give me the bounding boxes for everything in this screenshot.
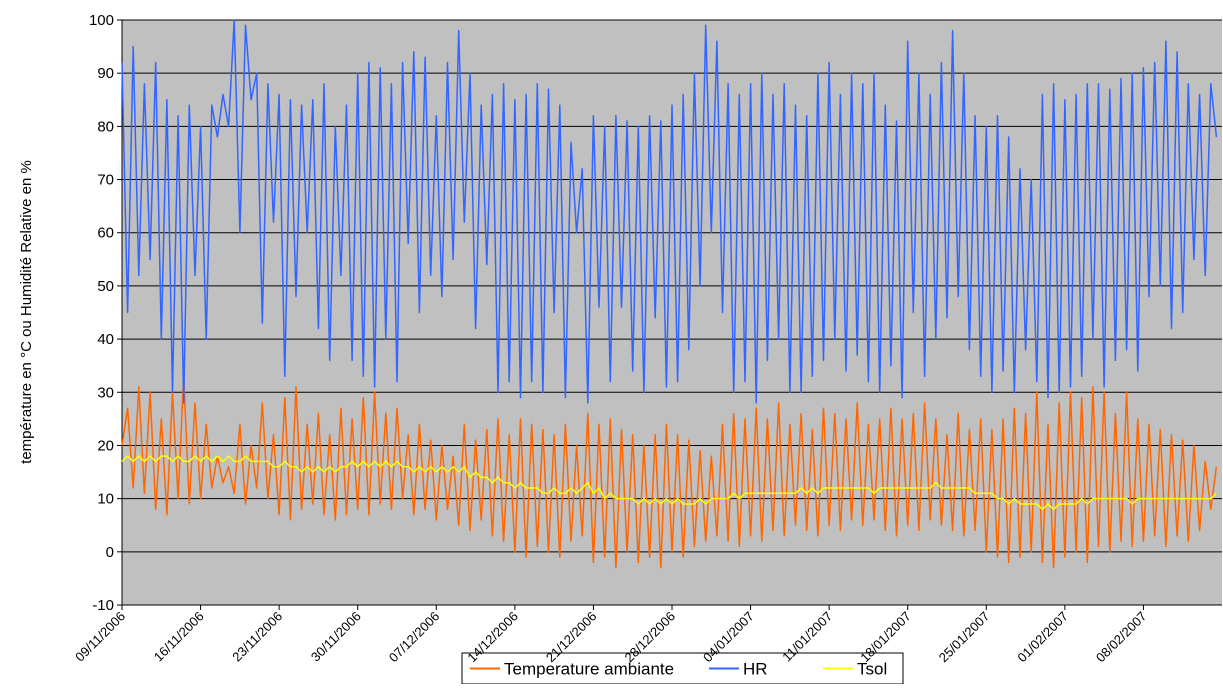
series-line: [121, 375, 1218, 569]
y-axis-title: température en °C ou Humidité Relative e…: [18, 160, 35, 464]
x-tick-label: 30/11/2006: [308, 609, 364, 665]
x-tick-label: 25/01/2007: [936, 609, 993, 666]
y-tick-label: -10: [92, 597, 114, 614]
y-tick-label: 60: [97, 225, 114, 242]
x-tick-label: 01/02/2007: [1014, 609, 1071, 666]
y-tick-label: 10: [97, 491, 114, 508]
y-tick-label: 40: [97, 331, 114, 348]
y-tick-label: 20: [97, 437, 114, 454]
x-tick-label: 08/02/2007: [1093, 609, 1150, 666]
x-tick-label: 09/11/2006: [72, 609, 128, 665]
series-line: [121, 19, 1218, 404]
y-tick-label: 70: [97, 172, 114, 189]
legend-label: Tsol: [857, 660, 887, 679]
y-tick-label: 80: [97, 118, 114, 135]
series-line: [121, 455, 1217, 511]
y-tick-label: 90: [97, 65, 114, 82]
legend-label: HR: [743, 660, 768, 679]
x-tick-label: 16/11/2006: [151, 609, 207, 665]
y-tick-label: 30: [97, 384, 114, 401]
y-tick-label: 100: [89, 12, 114, 29]
y-tick-label: 50: [97, 278, 114, 295]
y-tick-label: 0: [106, 544, 114, 561]
x-tick-label: 23/11/2006: [229, 609, 285, 665]
legend: Temperature ambiante HR Tsol: [461, 652, 904, 685]
x-tick-label: 07/12/2006: [386, 609, 443, 666]
legend-label: Temperature ambiante: [504, 660, 674, 679]
